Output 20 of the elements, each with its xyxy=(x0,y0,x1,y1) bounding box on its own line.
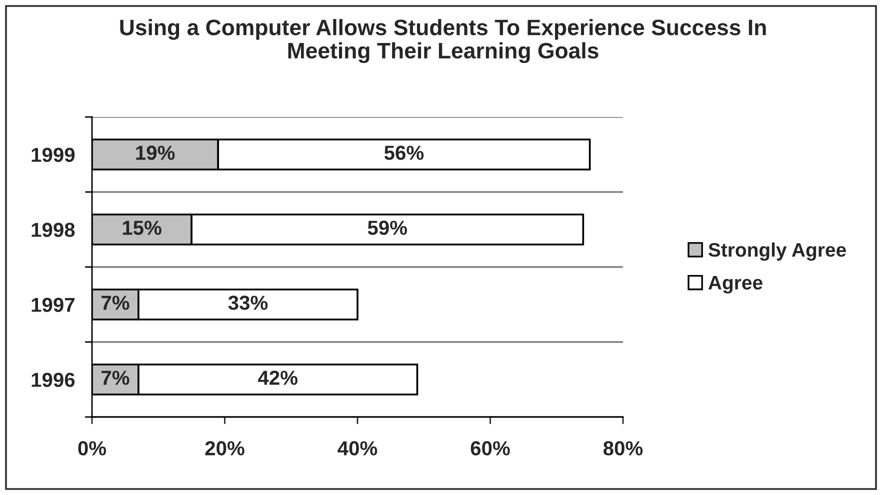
y-tick-label: 1999 xyxy=(32,148,75,162)
legend-label: Agree xyxy=(708,276,762,294)
data-label: 7% xyxy=(102,370,130,385)
y-tick-label: 1996 xyxy=(32,372,75,387)
data-label: 19% xyxy=(136,146,175,160)
x-tick-label: 60% xyxy=(470,441,510,456)
x-tick-label: 0% xyxy=(78,441,106,456)
x-tick-label: 40% xyxy=(338,441,378,456)
data-label: 42% xyxy=(258,370,298,385)
chart-title: Using a Computer Allows Students To Experience Success In Meeting Their Learning Goals xyxy=(120,19,766,64)
x-tick-label: 20% xyxy=(205,441,244,456)
y-tick-label: 1998 xyxy=(32,222,75,237)
data-label: 15% xyxy=(122,220,162,235)
y-tick-label: 1997 xyxy=(32,298,74,312)
data-label: 56% xyxy=(384,146,424,160)
data-label: 59% xyxy=(368,220,407,235)
legend-label: Strongly Agree xyxy=(708,242,846,261)
data-label: 7% xyxy=(102,296,130,310)
x-tick-label: 80% xyxy=(603,441,643,456)
data-label: 33% xyxy=(228,296,268,310)
